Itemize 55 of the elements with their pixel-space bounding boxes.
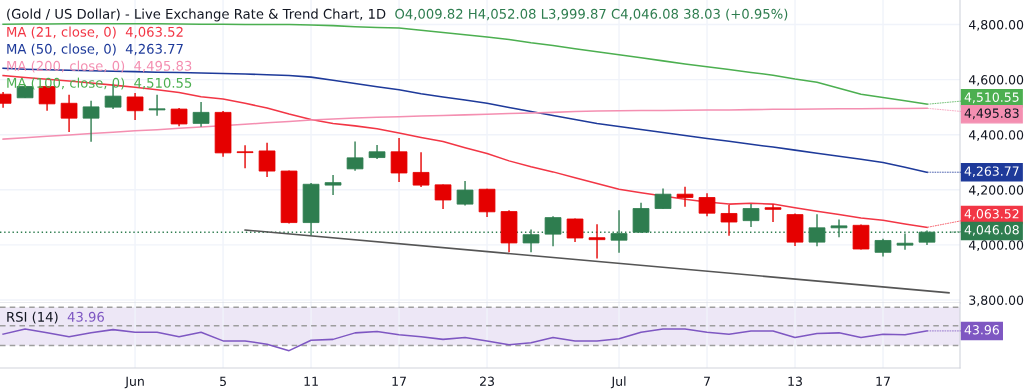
text: 4,495.83 — [134, 60, 192, 73]
candlestick — [236, 144, 254, 169]
text: 43.96 — [964, 325, 999, 335]
chart-title: RSI (14) — [7, 311, 58, 324]
x-tick-label: 11 — [304, 376, 318, 386]
text: 4,510.55 — [134, 77, 192, 90]
data-label: 4,510.55 — [964, 92, 1019, 104]
series-label: MA (50, close, 0) — [7, 43, 116, 56]
x-tick-label: 5 — [220, 376, 226, 387]
candlestick — [82, 100, 100, 143]
candlestick — [698, 192, 716, 217]
candlestick — [412, 151, 430, 188]
candlestick — [434, 183, 452, 210]
candlestick — [676, 186, 694, 208]
candlestick — [764, 203, 782, 223]
y-tick-label: 4,400.00 — [968, 130, 1024, 141]
candlestick — [192, 101, 210, 128]
y-tick-label: 3,800.00 — [969, 295, 1024, 307]
x-tick-label: Jun — [124, 376, 144, 389]
candlestick — [60, 94, 78, 133]
text: MA (21, close, 0) — [7, 26, 116, 39]
candlestick — [742, 203, 760, 228]
data-label: 4,063.52 — [964, 209, 1019, 220]
x-tick-label: 23 — [480, 376, 494, 387]
ref-line-label: 4,046.08 — [964, 225, 1019, 236]
candlestick — [720, 204, 738, 237]
text: 43.96 — [67, 311, 104, 322]
x-tick-label: 17 — [876, 376, 890, 386]
candlestick — [346, 140, 364, 172]
candlestick — [654, 187, 672, 210]
y-tick-label: 4,000.00 — [968, 240, 1024, 252]
candlestick — [588, 223, 606, 260]
candlestick — [478, 187, 496, 218]
candlestick — [852, 223, 870, 251]
candlestick — [808, 213, 826, 247]
data-label: 4,495.83 — [964, 108, 1019, 120]
text: (Gold / US Dollar) - Live Exchange Rate & Trend Chart, 1D — [7, 8, 386, 22]
x-tick-label: 13 — [788, 376, 802, 387]
text: O4,009.82 H4,052.08 L3,999.87 C4,046.08 38.03 (+0.95%) — [395, 8, 788, 21]
candlestick — [126, 92, 144, 121]
candlestick — [456, 180, 474, 207]
x-tick-label: 17 — [392, 376, 406, 386]
y-tick-label: 4,800.00 — [968, 19, 1024, 31]
text: 4,263.77 — [125, 43, 183, 56]
y-tick-label: 4,200.00 — [968, 185, 1024, 196]
x-tick-label: 7 — [704, 376, 710, 386]
y-tick-label: 4,600.00 — [968, 75, 1024, 86]
candlestick — [390, 137, 408, 183]
text: 4,063.52 — [125, 26, 183, 39]
data-label: 4,263.77 — [964, 166, 1019, 178]
candlestick — [324, 174, 342, 196]
candlestick — [258, 141, 276, 178]
candlestick — [566, 217, 584, 243]
candlestick — [148, 94, 166, 117]
x-tick-label: Jul — [610, 376, 626, 389]
